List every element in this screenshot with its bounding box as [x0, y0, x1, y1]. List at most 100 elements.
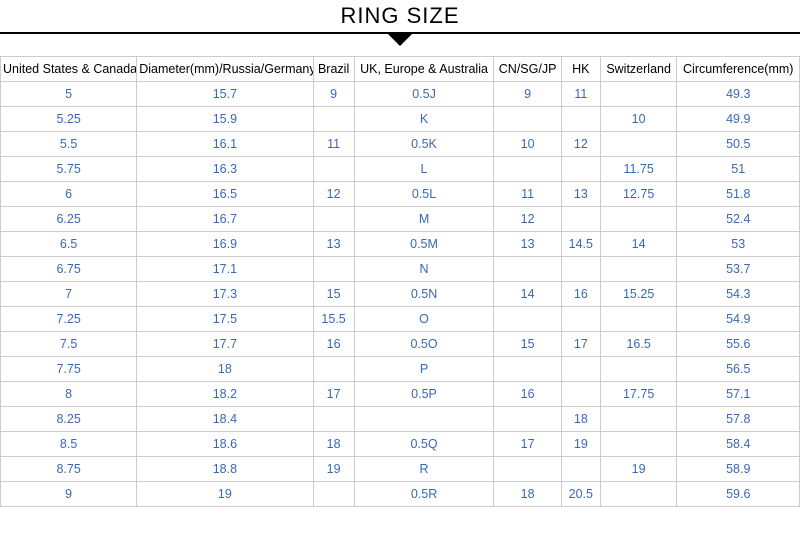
table-row: 9190.5R1820.559.6 [1, 482, 800, 507]
table-cell [561, 207, 600, 232]
table-cell: 15.25 [600, 282, 677, 307]
table-cell: 19 [137, 482, 313, 507]
col-header: United States & Canada [1, 57, 137, 82]
table-cell: 20.5 [561, 482, 600, 507]
table-body: 515.790.5J91149.35.2515.9K1049.95.516.11… [1, 82, 800, 507]
table-cell: 0.5O [354, 332, 494, 357]
table-cell: P [354, 357, 494, 382]
table-cell [494, 257, 562, 282]
table-cell: 16.9 [137, 232, 313, 257]
table-cell [494, 357, 562, 382]
table-row: 5.7516.3L11.7551 [1, 157, 800, 182]
table-cell [561, 382, 600, 407]
table-cell: 0.5P [354, 382, 494, 407]
table-cell: 17.7 [137, 332, 313, 357]
col-header: Diameter(mm)/Russia/Germany [137, 57, 313, 82]
table-cell [600, 207, 677, 232]
table-cell: 52.4 [677, 207, 800, 232]
table-cell: 19 [313, 457, 354, 482]
table-cell: 0.5Q [354, 432, 494, 457]
table-cell: 14.5 [561, 232, 600, 257]
table-cell: 16.7 [137, 207, 313, 232]
triangle-marker [388, 34, 412, 46]
table-row: 7.7518P56.5 [1, 357, 800, 382]
table-cell: K [354, 107, 494, 132]
table-cell [313, 407, 354, 432]
table-cell: 5.25 [1, 107, 137, 132]
table-cell: 53.7 [677, 257, 800, 282]
table-cell [354, 407, 494, 432]
col-header: UK, Europe & Australia [354, 57, 494, 82]
table-cell: 6.75 [1, 257, 137, 282]
table-cell: 59.6 [677, 482, 800, 507]
table-cell: 10 [600, 107, 677, 132]
table-cell: 5 [1, 82, 137, 107]
table-cell: 12 [561, 132, 600, 157]
table-cell: 0.5R [354, 482, 494, 507]
table-cell: 0.5N [354, 282, 494, 307]
table-cell [494, 457, 562, 482]
table-row: 6.7517.1N53.7 [1, 257, 800, 282]
table-cell: 54.3 [677, 282, 800, 307]
table-cell [313, 257, 354, 282]
table-cell [313, 107, 354, 132]
col-header: Brazil [313, 57, 354, 82]
table-cell [600, 357, 677, 382]
table-cell [494, 157, 562, 182]
table-cell: 13 [494, 232, 562, 257]
table-cell: 18 [494, 482, 562, 507]
table-row: 8.7518.819R1958.9 [1, 457, 800, 482]
table-cell: 13 [561, 182, 600, 207]
table-row: 6.2516.7M1252.4 [1, 207, 800, 232]
col-header: HK [561, 57, 600, 82]
table-cell [600, 432, 677, 457]
table-cell: 58.9 [677, 457, 800, 482]
col-header: Circumference(mm) [677, 57, 800, 82]
table-cell: 17.1 [137, 257, 313, 282]
table-row: 7.2517.515.5O54.9 [1, 307, 800, 332]
table-cell: 8.75 [1, 457, 137, 482]
table-cell: 16.5 [600, 332, 677, 357]
table-cell: 5.75 [1, 157, 137, 182]
ring-size-table: United States & Canada Diameter(mm)/Russ… [0, 56, 800, 507]
table-cell [600, 307, 677, 332]
table-cell: L [354, 157, 494, 182]
table-cell: 18 [561, 407, 600, 432]
table-cell: 9 [313, 82, 354, 107]
table-cell [600, 132, 677, 157]
table-cell: 51.8 [677, 182, 800, 207]
table-cell [561, 257, 600, 282]
table-cell: 11.75 [600, 157, 677, 182]
table-cell: 16.1 [137, 132, 313, 157]
table-cell: 15 [494, 332, 562, 357]
table-cell: 19 [561, 432, 600, 457]
table-row: 5.516.1110.5K101250.5 [1, 132, 800, 157]
table-row: 818.2170.5P1617.7557.1 [1, 382, 800, 407]
table-cell [561, 107, 600, 132]
table-cell: 15.9 [137, 107, 313, 132]
table-cell: 11 [313, 132, 354, 157]
table-cell [561, 357, 600, 382]
table-cell: 14 [494, 282, 562, 307]
table-cell: 54.9 [677, 307, 800, 332]
table-cell: 17.3 [137, 282, 313, 307]
table-cell: 6 [1, 182, 137, 207]
table-row: 616.5120.5L111312.7551.8 [1, 182, 800, 207]
table-cell: 53 [677, 232, 800, 257]
table-cell: 17 [494, 432, 562, 457]
table-cell: 18 [313, 432, 354, 457]
table-cell: 16 [561, 282, 600, 307]
table-cell [494, 107, 562, 132]
table-row: 8.518.6180.5Q171958.4 [1, 432, 800, 457]
table-cell [313, 357, 354, 382]
table-cell: 6.5 [1, 232, 137, 257]
table-cell: 18 [137, 357, 313, 382]
table-cell: O [354, 307, 494, 332]
table-cell: 0.5M [354, 232, 494, 257]
page-title: RING SIZE [340, 3, 459, 29]
table-cell: 8.5 [1, 432, 137, 457]
table-cell: 6.25 [1, 207, 137, 232]
table-row: 515.790.5J91149.3 [1, 82, 800, 107]
table-cell [494, 307, 562, 332]
table-cell: 18.6 [137, 432, 313, 457]
